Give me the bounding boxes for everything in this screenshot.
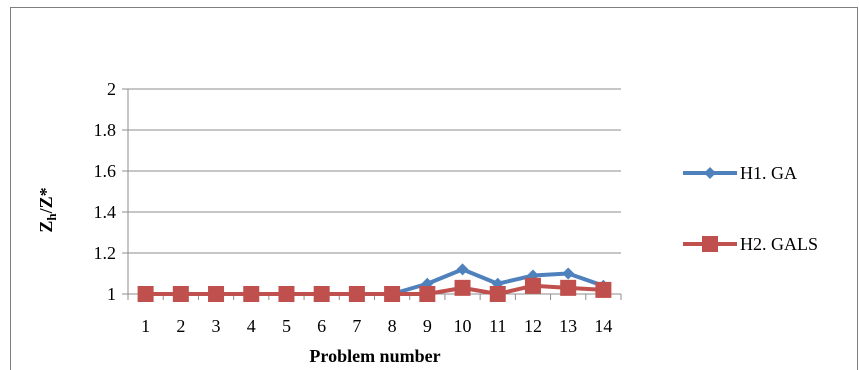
x-tick-label-7: 8 [388,316,397,336]
x-axis-title: Problem number [309,346,440,366]
series-1-point-7 [384,286,401,302]
y-tick-label-1: 1.2 [94,243,117,263]
series-1-point-10 [489,286,506,302]
series-1-point-8 [419,286,436,302]
y-tick-labels: 1 1.2 1.4 1.6 1.8 2 [94,79,117,304]
x-tick-label-1: 2 [176,316,185,336]
x-tick-label-12: 13 [559,316,577,336]
x-tick-label-10: 11 [489,316,506,336]
x-tick-label-13: 14 [594,316,612,336]
y-axis-title: Zh/Z* [36,187,59,232]
series-1-point-9 [454,279,471,296]
x-tick-label-5: 6 [317,316,326,336]
y-tick-label-2: 1.4 [94,202,117,222]
x-tick-label-3: 4 [247,316,256,336]
legend: H1. GA H2. GALS [683,163,818,254]
legend-label-1: H2. GALS [740,234,818,254]
legend-marker-1 [702,236,718,252]
x-tick-label-4: 5 [282,316,291,336]
series-1-point-13 [595,281,612,298]
series-group [137,263,612,302]
x-tick-label-8: 9 [423,316,432,336]
legend-item-1: H2. GALS [683,234,818,254]
series-1-point-6 [348,286,365,302]
series-1-point-0 [137,286,154,302]
y-axis-title-main: Z [36,221,56,233]
series-1-point-2 [208,286,225,302]
legend-marker-0 [704,167,716,179]
series-0-point-12 [562,267,575,280]
gridlines [128,88,621,295]
series-1-point-11 [524,277,541,294]
x-tick-label-11: 12 [524,316,542,336]
series-1-point-5 [313,286,330,302]
y-axis-title-tail: /Z* [36,187,56,214]
y-axis-title-sub: h [44,213,59,221]
x-tick-label-2: 3 [212,316,221,336]
chart-frame [10,7,858,370]
series-1-point-3 [243,286,260,302]
y-tick-label-4: 1.8 [94,120,117,140]
x-tick-label-9: 10 [454,316,472,336]
legend-item-0: H1. GA [683,163,797,183]
series-1-point-4 [278,286,295,302]
series-0-point-9 [456,263,469,276]
series-1-point-12 [560,279,577,296]
y-tick-label-3: 1.6 [94,161,117,181]
legend-label-0: H1. GA [740,163,797,183]
axes [122,88,622,300]
x-tick-label-0: 1 [141,316,150,336]
series-1-point-1 [172,286,189,302]
y-tick-label-5: 2 [107,79,116,99]
series-1 [137,277,612,302]
y-tick-label-0: 1 [107,284,116,304]
x-tick-label-6: 7 [352,316,361,336]
x-tick-labels: 1 2 3 4 5 6 7 8 9 10 11 12 13 14 [141,316,612,336]
